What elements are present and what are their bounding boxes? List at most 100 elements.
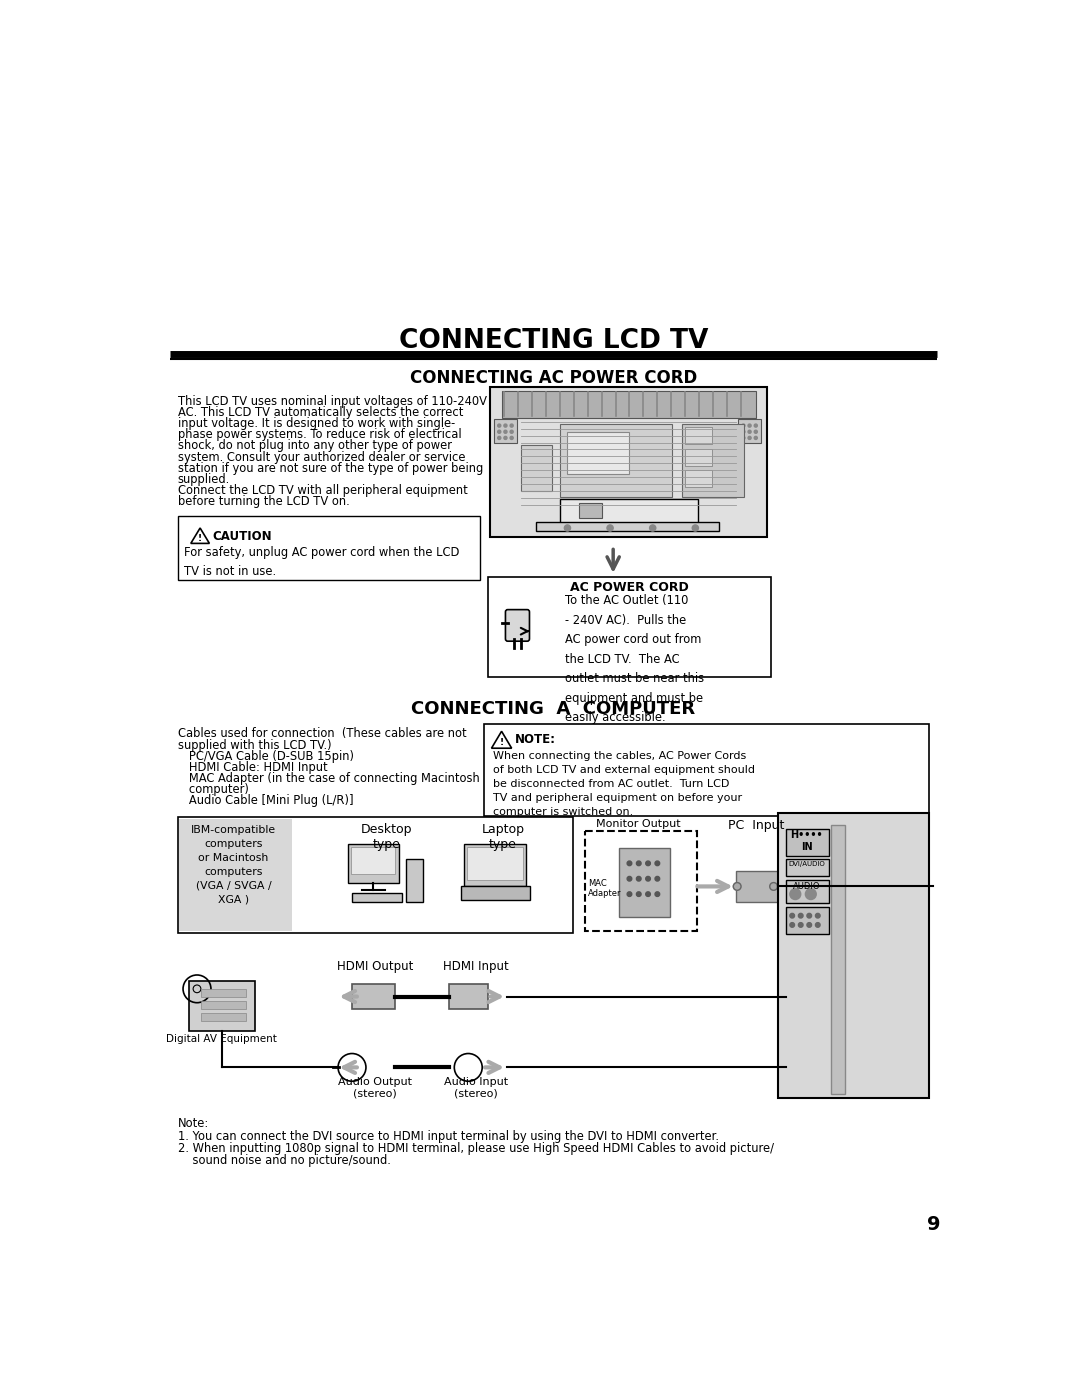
- Circle shape: [656, 861, 660, 866]
- FancyBboxPatch shape: [521, 444, 552, 490]
- FancyBboxPatch shape: [735, 872, 779, 902]
- Circle shape: [754, 430, 757, 433]
- FancyBboxPatch shape: [831, 824, 845, 1094]
- Text: MAC
Adapter: MAC Adapter: [589, 879, 622, 898]
- Text: supplied with this LCD TV.): supplied with this LCD TV.): [177, 739, 332, 752]
- Text: Connect the LCD TV with all peripheral equipment: Connect the LCD TV with all peripheral e…: [177, 485, 468, 497]
- Text: AUDIO: AUDIO: [793, 882, 821, 891]
- FancyBboxPatch shape: [619, 848, 670, 918]
- Circle shape: [504, 425, 507, 427]
- Circle shape: [807, 914, 811, 918]
- Circle shape: [498, 430, 501, 433]
- Circle shape: [748, 425, 751, 427]
- Text: Audio Output
(stereo): Audio Output (stereo): [338, 1077, 413, 1099]
- Circle shape: [742, 425, 745, 427]
- Text: CONNECTING  A  COMPUTER: CONNECTING A COMPUTER: [411, 700, 696, 718]
- Circle shape: [798, 914, 804, 918]
- Circle shape: [770, 883, 778, 890]
- Text: CAUTION: CAUTION: [213, 529, 272, 542]
- Circle shape: [754, 436, 757, 440]
- Circle shape: [789, 888, 800, 900]
- FancyBboxPatch shape: [579, 503, 603, 518]
- Circle shape: [742, 436, 745, 440]
- Text: 1. You can connect the DVI source to HDMI input terminal by using the DVI to HDM: 1. You can connect the DVI source to HDM…: [177, 1130, 718, 1143]
- FancyBboxPatch shape: [584, 831, 697, 930]
- FancyBboxPatch shape: [468, 847, 524, 880]
- Text: 2. When inputting 1080p signal to HDMI terminal, please use High Speed HDMI Cabl: 2. When inputting 1080p signal to HDMI t…: [177, 1143, 773, 1155]
- Text: This LCD TV uses nominal input voltages of 110-240V: This LCD TV uses nominal input voltages …: [177, 395, 487, 408]
- FancyBboxPatch shape: [685, 471, 713, 488]
- FancyBboxPatch shape: [488, 577, 770, 678]
- Text: supplied.: supplied.: [177, 474, 230, 486]
- Circle shape: [646, 876, 650, 882]
- Text: For safety, unplug AC power cord when the LCD
TV is not in use.: For safety, unplug AC power cord when th…: [184, 546, 459, 578]
- Circle shape: [504, 436, 507, 440]
- Circle shape: [754, 425, 757, 427]
- Circle shape: [733, 883, 741, 890]
- Circle shape: [656, 876, 660, 882]
- Text: PC/VGA Cable (D-SUB 15pin): PC/VGA Cable (D-SUB 15pin): [177, 750, 353, 763]
- Circle shape: [748, 436, 751, 440]
- Circle shape: [798, 922, 804, 928]
- FancyBboxPatch shape: [537, 522, 718, 531]
- Circle shape: [646, 891, 650, 897]
- Text: shock, do not plug into any other type of power: shock, do not plug into any other type o…: [177, 440, 451, 453]
- Circle shape: [498, 425, 501, 427]
- Text: Desktop
type: Desktop type: [361, 823, 413, 851]
- Text: AC. This LCD TV automatically selects the correct: AC. This LCD TV automatically selects th…: [177, 407, 463, 419]
- Text: HDMI Input: HDMI Input: [443, 960, 509, 972]
- FancyBboxPatch shape: [490, 387, 768, 538]
- Circle shape: [748, 430, 751, 433]
- Text: IBM-compatible
computers
or Macintosh
computers
(VGA / SVGA /
XGA ): IBM-compatible computers or Macintosh co…: [191, 824, 276, 905]
- Circle shape: [815, 922, 820, 928]
- Circle shape: [565, 525, 570, 531]
- Circle shape: [806, 888, 816, 900]
- Text: Audio Cable [Mini Plug (L/R)]: Audio Cable [Mini Plug (L/R)]: [177, 795, 353, 807]
- Text: DVI/AUDIO: DVI/AUDIO: [788, 861, 825, 868]
- FancyBboxPatch shape: [201, 1002, 246, 1009]
- FancyBboxPatch shape: [559, 425, 672, 497]
- Text: !: !: [500, 739, 503, 747]
- Text: station if you are not sure of the type of power being: station if you are not sure of the type …: [177, 462, 483, 475]
- Text: computer): computer): [177, 784, 248, 796]
- FancyBboxPatch shape: [179, 819, 292, 930]
- FancyBboxPatch shape: [567, 432, 630, 474]
- FancyBboxPatch shape: [449, 985, 488, 1009]
- Circle shape: [807, 922, 811, 928]
- Circle shape: [636, 876, 642, 882]
- Text: H••••
IN: H•••• IN: [791, 830, 823, 852]
- Text: NOTE:: NOTE:: [515, 733, 556, 746]
- Circle shape: [646, 861, 650, 866]
- Circle shape: [789, 922, 795, 928]
- Circle shape: [692, 525, 699, 531]
- Circle shape: [649, 525, 656, 531]
- FancyBboxPatch shape: [786, 828, 828, 855]
- Text: When connecting the cables, AC Power Cords
of both LCD TV and external equipment: When connecting the cables, AC Power Cor…: [494, 750, 755, 816]
- Text: MAC Adapter (in the case of connecting Macintosh: MAC Adapter (in the case of connecting M…: [177, 773, 480, 785]
- Circle shape: [627, 876, 632, 882]
- FancyBboxPatch shape: [177, 515, 480, 580]
- Text: Audio Input
(stereo): Audio Input (stereo): [444, 1077, 508, 1099]
- FancyBboxPatch shape: [460, 887, 530, 900]
- Text: CONNECTING AC POWER CORD: CONNECTING AC POWER CORD: [410, 369, 697, 387]
- Circle shape: [504, 430, 507, 433]
- Text: HDMI Cable: HDMI Input: HDMI Cable: HDMI Input: [177, 761, 327, 774]
- Text: Cables used for connection  (These cables are not: Cables used for connection (These cables…: [177, 728, 467, 740]
- Circle shape: [498, 436, 501, 440]
- Circle shape: [636, 861, 642, 866]
- Text: To the AC Outlet (110
- 240V AC).  Pulls the
AC power cord out from
the LCD TV. : To the AC Outlet (110 - 240V AC). Pulls …: [565, 594, 704, 724]
- FancyBboxPatch shape: [683, 425, 744, 497]
- FancyBboxPatch shape: [201, 989, 246, 996]
- FancyBboxPatch shape: [501, 391, 756, 418]
- FancyBboxPatch shape: [779, 813, 930, 1098]
- FancyBboxPatch shape: [352, 893, 403, 902]
- Circle shape: [789, 914, 795, 918]
- Text: Digital AV Equipment: Digital AV Equipment: [166, 1034, 278, 1044]
- FancyBboxPatch shape: [352, 985, 394, 1009]
- Circle shape: [636, 891, 642, 897]
- Text: Monitor Output: Monitor Output: [596, 819, 681, 828]
- FancyBboxPatch shape: [348, 844, 399, 883]
- Text: Laptop
type: Laptop type: [482, 823, 525, 851]
- Circle shape: [627, 861, 632, 866]
- Text: !: !: [198, 534, 202, 542]
